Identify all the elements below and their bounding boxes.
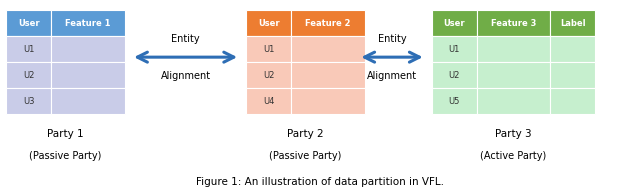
Bar — [246, 36, 291, 62]
Text: Alignment: Alignment — [161, 71, 211, 81]
Bar — [477, 10, 550, 36]
Bar — [51, 88, 125, 114]
Bar — [6, 10, 51, 36]
Bar — [432, 10, 477, 36]
Text: U1: U1 — [23, 45, 35, 54]
Bar — [432, 62, 477, 88]
Text: U5: U5 — [449, 97, 460, 106]
Text: U2: U2 — [263, 71, 275, 80]
Bar — [51, 62, 125, 88]
Bar — [6, 88, 51, 114]
Bar — [51, 36, 125, 62]
Bar — [246, 88, 291, 114]
Text: Figure 1: An illustration of data partition in VFL.: Figure 1: An illustration of data partit… — [196, 176, 444, 187]
Text: U3: U3 — [23, 97, 35, 106]
Bar — [291, 62, 365, 88]
Text: Party 2: Party 2 — [287, 129, 324, 139]
Text: Alignment: Alignment — [367, 71, 417, 81]
Text: (Active Party): (Active Party) — [481, 151, 547, 161]
Bar — [550, 88, 595, 114]
Bar — [6, 62, 51, 88]
Text: User: User — [444, 19, 465, 28]
Text: U2: U2 — [23, 71, 35, 80]
Text: U2: U2 — [449, 71, 460, 80]
Bar — [51, 10, 125, 36]
Bar — [550, 36, 595, 62]
Bar — [432, 36, 477, 62]
Bar — [477, 36, 550, 62]
Bar — [477, 62, 550, 88]
Bar — [432, 88, 477, 114]
Bar — [246, 62, 291, 88]
Text: Label: Label — [560, 19, 586, 28]
Text: Entity: Entity — [378, 34, 406, 44]
Bar — [550, 10, 595, 36]
Text: User: User — [18, 19, 40, 28]
Text: U1: U1 — [449, 45, 460, 54]
Bar — [477, 88, 550, 114]
Text: U1: U1 — [263, 45, 275, 54]
Bar — [6, 36, 51, 62]
Bar — [291, 36, 365, 62]
Text: (Passive Party): (Passive Party) — [29, 151, 102, 161]
Bar — [291, 88, 365, 114]
Text: Party 1: Party 1 — [47, 129, 84, 139]
Text: Feature 3: Feature 3 — [491, 19, 536, 28]
Text: Feature 1: Feature 1 — [65, 19, 111, 28]
Bar — [291, 10, 365, 36]
Bar — [550, 62, 595, 88]
Text: Entity: Entity — [172, 34, 200, 44]
Text: User: User — [258, 19, 280, 28]
Text: Party 3: Party 3 — [495, 129, 532, 139]
Text: Feature 2: Feature 2 — [305, 19, 351, 28]
Text: U4: U4 — [263, 97, 275, 106]
Bar — [246, 10, 291, 36]
Text: (Passive Party): (Passive Party) — [269, 151, 342, 161]
